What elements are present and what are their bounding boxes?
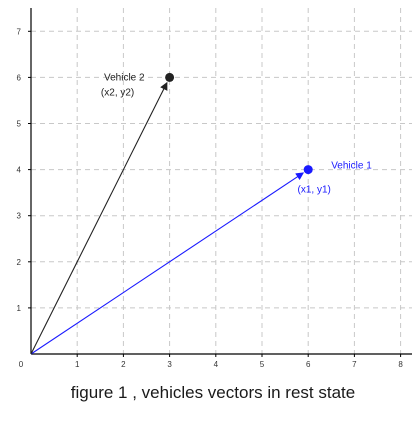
vehicle1-label: Vehicle 1 (331, 161, 372, 172)
vehicle1-endpoint (303, 165, 313, 175)
y-tick-label: 3 (17, 212, 22, 221)
tick-labels: 0 1 2 3 4 5 6 7 8 1 2 3 4 5 6 7 (17, 27, 404, 369)
vehicle2-coord-label: (x2, y2) (101, 87, 134, 98)
x-tick-label: 5 (260, 360, 265, 369)
x-tick-label: 4 (214, 360, 219, 369)
x-tick-label: 7 (352, 360, 357, 369)
x-tick-label: 1 (75, 360, 80, 369)
x-tick-label: 3 (167, 360, 172, 369)
figure-caption: figure 1 , vehicles vectors in rest stat… (71, 383, 355, 402)
vectors: Vehicle 1 (x1, y1) Vehicle 2 (x2, y2) (30, 72, 372, 355)
grid (31, 8, 412, 354)
vehicle1-vector-arrow (30, 172, 305, 355)
vehicle2-vector-arrow (30, 81, 168, 355)
y-tick-label: 6 (17, 73, 22, 82)
x-tick-label: 2 (121, 360, 126, 369)
vehicle2-label: Vehicle 2 (104, 72, 145, 83)
x-tick-label: 6 (306, 360, 311, 369)
y-tick-label: 1 (17, 304, 22, 313)
y-tick-label: 5 (17, 120, 22, 129)
x-tick-label: 0 (19, 360, 24, 369)
y-tick-label: 2 (17, 258, 22, 267)
y-tick-label: 7 (17, 27, 22, 36)
y-tick-label: 4 (17, 166, 22, 175)
axes (28, 8, 412, 357)
vehicle2-endpoint (165, 72, 175, 82)
x-tick-label: 8 (398, 360, 403, 369)
vehicle1-coord-label: (x1, y1) (298, 185, 331, 196)
